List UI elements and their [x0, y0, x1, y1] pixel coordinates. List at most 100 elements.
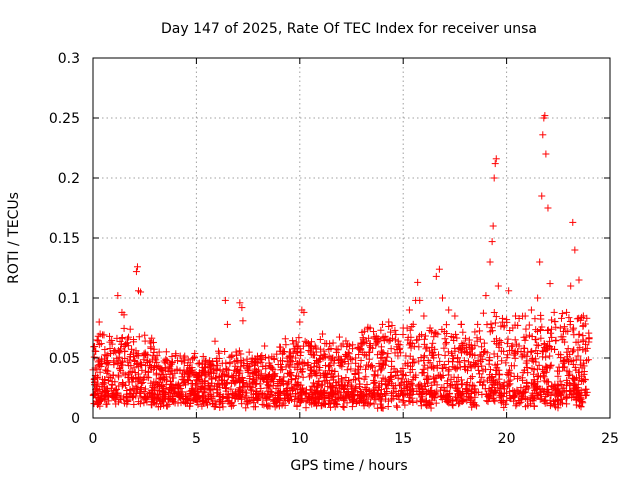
data-point: [203, 401, 211, 409]
data-point: [153, 358, 161, 366]
data-point: [489, 380, 497, 388]
data-point: [366, 324, 374, 332]
data-point: [436, 371, 444, 379]
data-point: [350, 375, 358, 383]
data-point: [122, 393, 130, 401]
data-point: [235, 375, 243, 383]
data-point: [488, 238, 496, 246]
data-point: [155, 348, 163, 356]
data-point: [297, 388, 305, 396]
data-point: [221, 347, 229, 355]
data-point: [552, 323, 560, 331]
data-point: [320, 350, 328, 358]
data-point: [445, 371, 453, 379]
data-point: [119, 361, 127, 369]
data-point: [528, 347, 536, 355]
data-point: [266, 402, 274, 410]
data-point: [370, 394, 378, 402]
x-tick-label: 10: [291, 431, 309, 447]
data-point: [136, 375, 144, 383]
data-point: [251, 355, 259, 363]
data-point: [483, 321, 491, 329]
data-point: [547, 400, 555, 408]
data-point: [352, 399, 360, 407]
data-point: [356, 383, 364, 391]
data-point: [411, 374, 419, 382]
data-point: [141, 392, 149, 400]
data-point: [527, 394, 535, 402]
data-point: [207, 393, 215, 401]
data-point: [571, 246, 579, 254]
data-point: [339, 402, 347, 410]
data-point: [303, 338, 311, 346]
data-point: [169, 383, 177, 391]
data-point: [420, 312, 428, 320]
data-point: [228, 353, 236, 361]
data-point: [489, 389, 497, 397]
data-point: [265, 354, 273, 362]
data-point: [108, 336, 116, 344]
data-point: [187, 380, 195, 388]
data-point: [110, 348, 118, 356]
data-point: [453, 384, 461, 392]
data-point: [381, 375, 389, 383]
data-point: [215, 373, 223, 381]
data-point: [464, 358, 472, 366]
data-point: [130, 386, 138, 394]
data-point: [335, 333, 343, 341]
data-point: [443, 391, 451, 399]
data-point: [454, 358, 462, 366]
data-point: [106, 350, 114, 358]
data-point: [274, 390, 282, 398]
data-point: [461, 395, 469, 403]
data-point: [220, 376, 228, 384]
data-point: [132, 382, 140, 390]
data-point: [225, 366, 233, 374]
data-point: [329, 354, 337, 362]
data-point: [352, 376, 360, 384]
data-point: [476, 327, 484, 335]
data-point: [513, 375, 521, 383]
data-point: [440, 360, 448, 368]
y-tick-label: 0.2: [58, 171, 80, 187]
data-point: [258, 400, 266, 408]
data-point: [101, 366, 109, 374]
data-point: [180, 359, 188, 367]
data-point: [519, 376, 527, 384]
data-point: [484, 398, 492, 406]
data-point: [372, 341, 380, 349]
data-point: [271, 403, 279, 411]
data-point: [459, 344, 467, 352]
data-point: [397, 367, 405, 375]
data-point: [562, 393, 570, 401]
data-point: [112, 400, 120, 408]
data-point: [377, 395, 385, 403]
data-point: [521, 312, 529, 320]
data-point: [218, 371, 226, 379]
data-point: [460, 357, 468, 365]
data-point: [534, 294, 542, 302]
data-point: [279, 377, 287, 385]
data-point: [358, 328, 366, 336]
data-point: [577, 395, 585, 403]
data-point: [452, 330, 460, 338]
data-point: [422, 345, 430, 353]
data-point: [273, 401, 281, 409]
data-point: [370, 400, 378, 408]
data-point: [198, 402, 206, 410]
data-point: [537, 315, 545, 323]
data-point: [252, 403, 260, 411]
data-point: [101, 388, 109, 396]
data-point: [533, 385, 541, 393]
data-point: [90, 353, 98, 361]
data-point: [435, 265, 443, 273]
data-point: [500, 323, 508, 331]
data-point: [268, 389, 276, 397]
data-point: [94, 373, 102, 381]
data-point: [104, 377, 112, 385]
data-point: [208, 375, 216, 383]
data-point: [377, 404, 385, 412]
data-point: [510, 392, 518, 400]
data-point: [315, 355, 323, 363]
